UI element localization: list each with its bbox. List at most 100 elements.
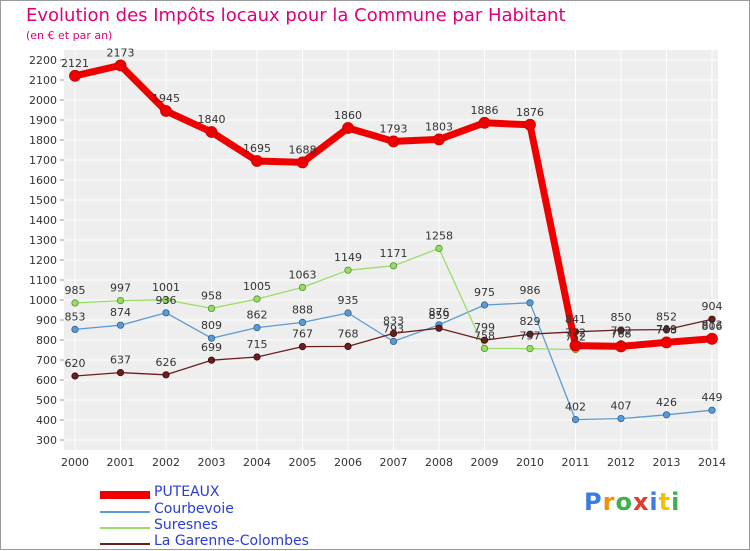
data-point-courbevoie bbox=[162, 309, 170, 317]
y-tick-label: 300 bbox=[36, 434, 57, 447]
x-tick-label: 2000 bbox=[61, 456, 89, 469]
data-point-puteaux bbox=[296, 156, 309, 169]
y-tick-label: 500 bbox=[36, 394, 57, 407]
legend-label-suresnes: Suresnes bbox=[154, 517, 218, 533]
data-label-garenne-colombes: 620 bbox=[65, 357, 86, 370]
data-point-garenne-colombes bbox=[162, 371, 170, 379]
data-label-garenne-colombes: 767 bbox=[292, 328, 313, 341]
data-label-suresnes: 789 bbox=[656, 323, 677, 336]
logo-letter: x bbox=[632, 488, 650, 516]
y-tick-label: 2000 bbox=[29, 94, 57, 107]
x-tick-label: 2002 bbox=[152, 456, 180, 469]
data-label-suresnes: 1005 bbox=[243, 280, 271, 293]
data-label-puteaux: 1886 bbox=[471, 104, 499, 117]
logo-letter: i bbox=[649, 488, 659, 516]
data-label-suresnes: 985 bbox=[65, 284, 86, 297]
data-point-courbevoie bbox=[389, 337, 398, 345]
data-point-puteaux bbox=[660, 336, 673, 349]
legend-swatch-garenne-colombes bbox=[100, 543, 150, 545]
data-point-suresnes bbox=[298, 283, 307, 291]
data-point-suresnes bbox=[116, 296, 125, 305]
data-label-suresnes: 1063 bbox=[289, 268, 317, 281]
legend-label-puteaux: PUTEAUX bbox=[154, 484, 220, 500]
data-point-garenne-colombes bbox=[662, 325, 671, 334]
data-label-garenne-colombes: 841 bbox=[565, 313, 586, 326]
x-tick-label: 2011 bbox=[562, 456, 590, 469]
data-label-puteaux: 1793 bbox=[380, 122, 408, 135]
data-point-courbevoie bbox=[207, 334, 216, 342]
data-label-puteaux: 806 bbox=[702, 320, 723, 333]
data-point-suresnes bbox=[389, 262, 398, 270]
data-point-garenne-colombes bbox=[253, 353, 261, 361]
data-label-puteaux: 768 bbox=[611, 327, 632, 340]
data-point-garenne-colombes bbox=[389, 329, 398, 337]
y-tick-label: 1000 bbox=[29, 294, 57, 307]
legend-label-courbevoie: Courbevoie bbox=[154, 501, 234, 517]
data-label-suresnes: 757 bbox=[520, 330, 541, 343]
data-point-garenne-colombes bbox=[708, 315, 716, 323]
data-label-suresnes: 1149 bbox=[334, 251, 362, 264]
data-label-puteaux: 1840 bbox=[198, 113, 226, 126]
data-label-courbevoie: 809 bbox=[201, 319, 222, 332]
y-tick-label: 800 bbox=[36, 334, 57, 347]
data-point-suresnes bbox=[71, 299, 79, 307]
logo-letter: P bbox=[584, 488, 603, 516]
data-label-suresnes: 752 bbox=[565, 331, 586, 344]
data-label-puteaux: 772 bbox=[565, 327, 586, 340]
data-label-garenne-colombes: 626 bbox=[156, 356, 177, 369]
legend-label-garenne-colombes: La Garenne-Colombes bbox=[154, 533, 309, 549]
y-tick-label: 2200 bbox=[29, 54, 57, 67]
data-label-suresnes: 958 bbox=[201, 289, 222, 302]
legend-swatch-puteaux bbox=[100, 491, 150, 499]
data-label-courbevoie: 936 bbox=[156, 294, 177, 307]
data-label-courbevoie: 449 bbox=[702, 391, 723, 404]
data-label-courbevoie: 793 bbox=[383, 322, 404, 335]
data-point-garenne-colombes bbox=[298, 342, 307, 351]
data-label-puteaux: 1803 bbox=[425, 120, 453, 133]
data-label-courbevoie: 975 bbox=[474, 286, 495, 299]
data-label-suresnes: 782 bbox=[611, 325, 632, 338]
chart-subtitle: (en € et par an) bbox=[26, 29, 113, 42]
data-point-garenne-colombes bbox=[344, 342, 352, 350]
x-tick-label: 2009 bbox=[471, 456, 499, 469]
y-tick-label: 1800 bbox=[29, 134, 57, 147]
y-tick-label: 1100 bbox=[29, 274, 57, 287]
data-label-puteaux: 1695 bbox=[243, 142, 271, 155]
data-point-puteaux bbox=[478, 116, 491, 129]
x-tick-label: 2008 bbox=[425, 456, 453, 469]
y-tick-label: 600 bbox=[36, 374, 57, 387]
data-point-courbevoie bbox=[617, 414, 625, 423]
data-label-garenne-colombes: 799 bbox=[474, 321, 495, 334]
data-label-puteaux: 788 bbox=[656, 323, 677, 336]
data-label-suresnes: 1171 bbox=[380, 247, 408, 260]
x-tick-label: 2003 bbox=[198, 456, 226, 469]
logo-letter: i bbox=[671, 488, 681, 516]
data-label-garenne-colombes: 852 bbox=[656, 311, 677, 324]
data-label-puteaux: 2173 bbox=[107, 46, 135, 59]
data-point-suresnes bbox=[526, 344, 534, 353]
data-point-courbevoie bbox=[526, 299, 534, 307]
data-label-courbevoie: 862 bbox=[247, 309, 268, 322]
data-point-garenne-colombes bbox=[526, 330, 534, 338]
data-point-suresnes bbox=[480, 344, 489, 352]
y-tick-label: 1300 bbox=[29, 234, 57, 247]
data-label-courbevoie: 874 bbox=[110, 306, 131, 319]
data-point-garenne-colombes bbox=[116, 368, 125, 377]
y-tick-label: 700 bbox=[36, 354, 57, 367]
y-tick-label: 1200 bbox=[29, 254, 57, 267]
data-point-suresnes bbox=[162, 296, 170, 304]
data-point-puteaux bbox=[569, 339, 582, 352]
data-point-courbevoie bbox=[708, 406, 716, 414]
data-point-puteaux bbox=[160, 105, 172, 117]
logo-letter: t bbox=[658, 488, 672, 516]
data-point-garenne-colombes bbox=[435, 324, 443, 332]
data-point-puteaux bbox=[387, 135, 400, 148]
data-label-suresnes: 997 bbox=[110, 282, 131, 295]
data-point-courbevoie bbox=[480, 301, 489, 309]
logo-letter: r bbox=[602, 488, 616, 516]
data-label-courbevoie: 888 bbox=[292, 303, 313, 316]
data-point-suresnes bbox=[253, 295, 261, 303]
data-label-puteaux: 1860 bbox=[334, 109, 362, 122]
proxiti-logo: Proxiti bbox=[584, 488, 680, 516]
